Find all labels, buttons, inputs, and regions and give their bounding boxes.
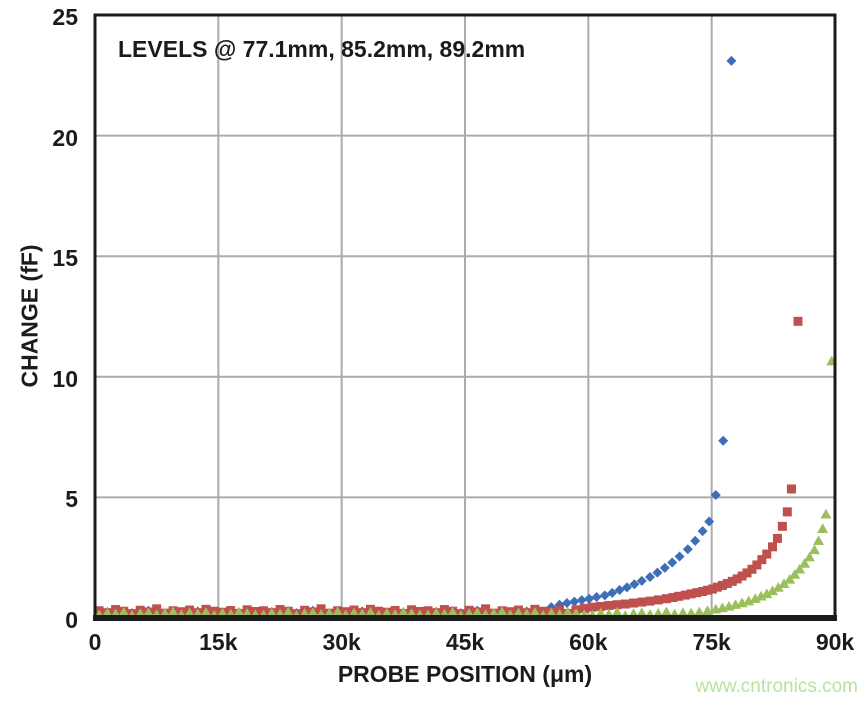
- x-tick-label: 90k: [815, 629, 855, 655]
- watermark-text: www.cntronics.com: [695, 676, 858, 697]
- y-tick-label: 15: [52, 245, 78, 272]
- series-diamond-markers: [94, 55, 737, 621]
- series-triangle-markers: [93, 355, 838, 620]
- x-tick-label: 75k: [692, 629, 731, 655]
- x-tick-label: 30k: [322, 629, 361, 655]
- y-tick-label: 5: [65, 486, 78, 513]
- y-tick-label: 0: [65, 607, 78, 633]
- levels-annotation: LEVELS @ 77.1mm, 85.2mm, 89.2mm: [118, 36, 526, 62]
- series-square-markers: [94, 316, 803, 619]
- gridlines: [95, 15, 835, 618]
- plot-border: [93, 13, 837, 621]
- x-tick-label: 60k: [569, 629, 608, 655]
- y-tick-label: 10: [52, 365, 78, 392]
- x-axis-title: PROBE POSITION (μm): [337, 661, 593, 687]
- x-tick-label: 0: [88, 629, 102, 655]
- x-tick-label: 15k: [199, 629, 238, 655]
- y-tick-label: 20: [52, 124, 78, 151]
- x-tick-label: 45k: [445, 629, 485, 655]
- y-tick-label: 25: [52, 4, 78, 30]
